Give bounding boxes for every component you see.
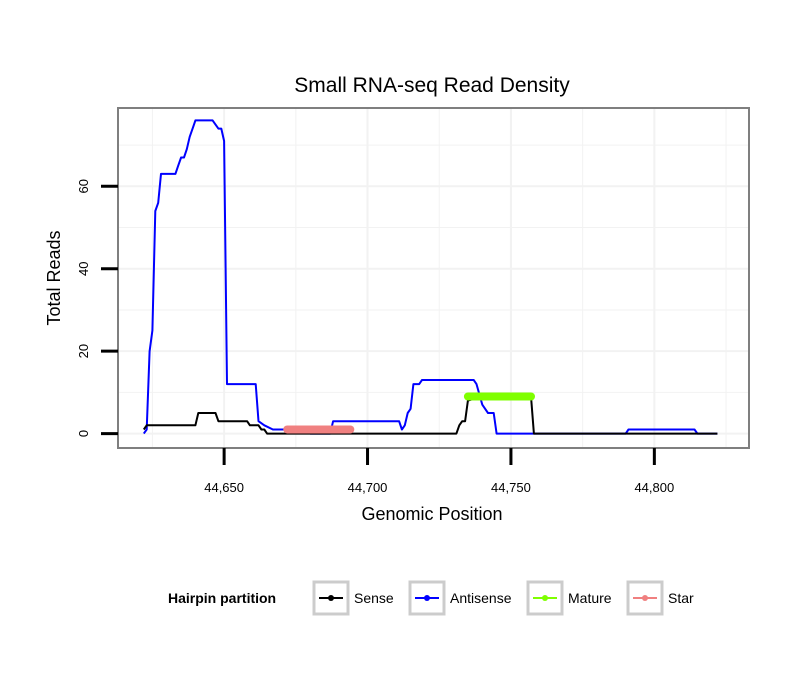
legend-entries: Sense Antisense Mature Star: [312, 580, 694, 616]
x-tick-label: 44,750: [491, 480, 531, 495]
chart-title: Small RNA-seq Read Density: [294, 74, 570, 97]
legend-key-point: [542, 595, 548, 601]
antisense-line: [142, 119, 718, 435]
legend-title: Hairpin partition: [168, 590, 276, 606]
x-tick-label: 44,800: [634, 480, 674, 495]
y-axis: 0 20 40 60: [76, 179, 118, 437]
legend-entry-star: Star: [626, 580, 694, 616]
legend-label-mature: Mature: [568, 590, 612, 606]
x-axis-title: Genomic Position: [361, 504, 502, 524]
legend-entry-sense: Sense: [312, 580, 394, 616]
legend-label-star: Star: [668, 590, 694, 606]
legend-key-point: [424, 595, 430, 601]
plot-border: [117, 107, 750, 449]
legend-label-antisense: Antisense: [450, 590, 512, 606]
y-tick-label: 20: [76, 344, 91, 358]
legend: Hairpin partition Sense Antisense Mature St…: [168, 580, 694, 616]
x-axis: 44,650 44,700 44,750 44,800: [204, 448, 674, 495]
y-tick-label: 60: [76, 179, 91, 193]
legend-key-point: [328, 595, 334, 601]
legend-entry-antisense: Antisense: [408, 580, 512, 616]
x-tick-label: 44,700: [348, 480, 388, 495]
y-tick-label: 0: [76, 430, 91, 437]
y-tick-label: 40: [76, 261, 91, 275]
legend-label-sense: Sense: [354, 590, 394, 606]
legend-entry-mature: Mature: [526, 580, 612, 616]
x-tick-label: 44,650: [204, 480, 244, 495]
legend-key-point: [642, 595, 648, 601]
series-layer: [142, 119, 718, 435]
y-axis-title: Total Reads: [44, 230, 64, 325]
